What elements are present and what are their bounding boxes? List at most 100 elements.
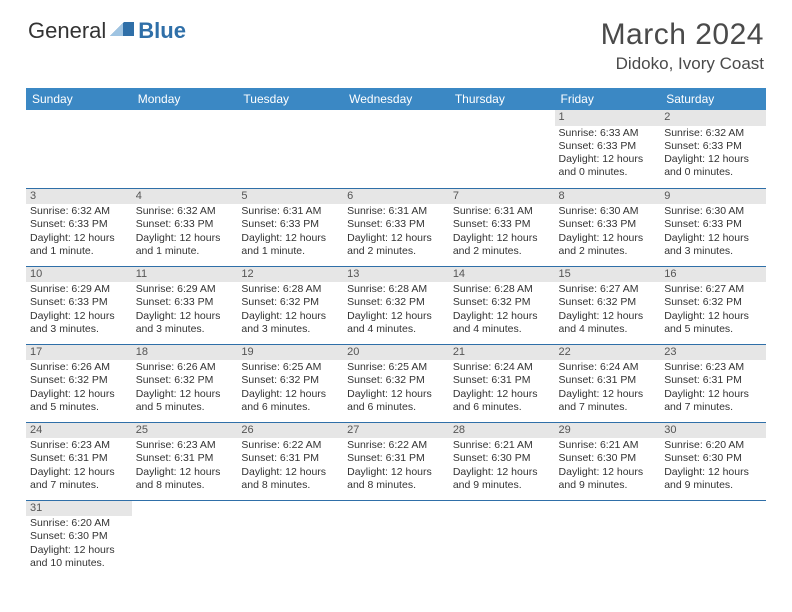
day-number: 10 [26, 267, 132, 283]
calendar-day: 9Sunrise: 6:30 AMSunset: 6:33 PMDaylight… [660, 188, 766, 266]
location: Didoko, Ivory Coast [601, 54, 764, 74]
calendar-day: 31Sunrise: 6:20 AMSunset: 6:30 PMDayligh… [26, 500, 132, 578]
day-number: 4 [132, 189, 238, 205]
calendar-day: 18Sunrise: 6:26 AMSunset: 6:32 PMDayligh… [132, 344, 238, 422]
day-number: 9 [660, 189, 766, 205]
calendar-day: 12Sunrise: 6:28 AMSunset: 6:32 PMDayligh… [237, 266, 343, 344]
weekday-header: Tuesday [237, 88, 343, 110]
day-details: Sunrise: 6:31 AMSunset: 6:33 PMDaylight:… [237, 204, 343, 260]
day-details: Sunrise: 6:26 AMSunset: 6:32 PMDaylight:… [132, 360, 238, 416]
day-number: 3 [26, 189, 132, 205]
calendar-day: 5Sunrise: 6:31 AMSunset: 6:33 PMDaylight… [237, 188, 343, 266]
calendar-row: 31Sunrise: 6:20 AMSunset: 6:30 PMDayligh… [26, 500, 766, 578]
day-number: 20 [343, 345, 449, 361]
calendar-day: 27Sunrise: 6:22 AMSunset: 6:31 PMDayligh… [343, 422, 449, 500]
day-details: Sunrise: 6:27 AMSunset: 6:32 PMDaylight:… [660, 282, 766, 338]
calendar-day: 17Sunrise: 6:26 AMSunset: 6:32 PMDayligh… [26, 344, 132, 422]
day-number: 19 [237, 345, 343, 361]
day-number: 21 [449, 345, 555, 361]
day-details: Sunrise: 6:32 AMSunset: 6:33 PMDaylight:… [26, 204, 132, 260]
calendar-day: 30Sunrise: 6:20 AMSunset: 6:30 PMDayligh… [660, 422, 766, 500]
day-number: 26 [237, 423, 343, 439]
day-number: 14 [449, 267, 555, 283]
day-number: 13 [343, 267, 449, 283]
calendar-row: 10Sunrise: 6:29 AMSunset: 6:33 PMDayligh… [26, 266, 766, 344]
day-number: 24 [26, 423, 132, 439]
calendar-empty [343, 110, 449, 188]
day-number: 1 [555, 110, 661, 126]
day-details: Sunrise: 6:24 AMSunset: 6:31 PMDaylight:… [449, 360, 555, 416]
calendar-day: 10Sunrise: 6:29 AMSunset: 6:33 PMDayligh… [26, 266, 132, 344]
calendar-day: 25Sunrise: 6:23 AMSunset: 6:31 PMDayligh… [132, 422, 238, 500]
calendar-table: SundayMondayTuesdayWednesdayThursdayFrid… [26, 88, 766, 578]
day-number: 16 [660, 267, 766, 283]
calendar-row: 3Sunrise: 6:32 AMSunset: 6:33 PMDaylight… [26, 188, 766, 266]
day-number: 23 [660, 345, 766, 361]
day-details: Sunrise: 6:25 AMSunset: 6:32 PMDaylight:… [237, 360, 343, 416]
page-title: March 2024 [601, 18, 764, 52]
brand-part2: Blue [138, 18, 186, 44]
flag-icon [110, 18, 136, 44]
day-number: 5 [237, 189, 343, 205]
day-number: 17 [26, 345, 132, 361]
weekday-header-row: SundayMondayTuesdayWednesdayThursdayFrid… [26, 88, 766, 110]
calendar-day: 22Sunrise: 6:24 AMSunset: 6:31 PMDayligh… [555, 344, 661, 422]
calendar-row: 1Sunrise: 6:33 AMSunset: 6:33 PMDaylight… [26, 110, 766, 188]
calendar-day: 11Sunrise: 6:29 AMSunset: 6:33 PMDayligh… [132, 266, 238, 344]
day-details: Sunrise: 6:21 AMSunset: 6:30 PMDaylight:… [449, 438, 555, 494]
calendar-day: 23Sunrise: 6:23 AMSunset: 6:31 PMDayligh… [660, 344, 766, 422]
day-details: Sunrise: 6:27 AMSunset: 6:32 PMDaylight:… [555, 282, 661, 338]
calendar-empty [132, 110, 238, 188]
weekday-header: Sunday [26, 88, 132, 110]
day-details: Sunrise: 6:23 AMSunset: 6:31 PMDaylight:… [132, 438, 238, 494]
calendar-day: 26Sunrise: 6:22 AMSunset: 6:31 PMDayligh… [237, 422, 343, 500]
calendar-day: 20Sunrise: 6:25 AMSunset: 6:32 PMDayligh… [343, 344, 449, 422]
weekday-header: Thursday [449, 88, 555, 110]
day-details: Sunrise: 6:22 AMSunset: 6:31 PMDaylight:… [343, 438, 449, 494]
day-number: 8 [555, 189, 661, 205]
calendar-day: 19Sunrise: 6:25 AMSunset: 6:32 PMDayligh… [237, 344, 343, 422]
day-details: Sunrise: 6:29 AMSunset: 6:33 PMDaylight:… [26, 282, 132, 338]
day-details: Sunrise: 6:28 AMSunset: 6:32 PMDaylight:… [237, 282, 343, 338]
day-details: Sunrise: 6:26 AMSunset: 6:32 PMDaylight:… [26, 360, 132, 416]
calendar-day: 24Sunrise: 6:23 AMSunset: 6:31 PMDayligh… [26, 422, 132, 500]
day-details: Sunrise: 6:29 AMSunset: 6:33 PMDaylight:… [132, 282, 238, 338]
day-number: 29 [555, 423, 661, 439]
calendar-day: 2Sunrise: 6:32 AMSunset: 6:33 PMDaylight… [660, 110, 766, 188]
weekday-header: Saturday [660, 88, 766, 110]
brand-part1: General [28, 18, 106, 44]
calendar-day: 7Sunrise: 6:31 AMSunset: 6:33 PMDaylight… [449, 188, 555, 266]
day-details: Sunrise: 6:22 AMSunset: 6:31 PMDaylight:… [237, 438, 343, 494]
day-details: Sunrise: 6:31 AMSunset: 6:33 PMDaylight:… [343, 204, 449, 260]
calendar-day: 15Sunrise: 6:27 AMSunset: 6:32 PMDayligh… [555, 266, 661, 344]
calendar-empty [449, 110, 555, 188]
calendar-empty [660, 500, 766, 578]
day-number: 18 [132, 345, 238, 361]
day-number: 31 [26, 501, 132, 517]
day-details: Sunrise: 6:20 AMSunset: 6:30 PMDaylight:… [660, 438, 766, 494]
weekday-header: Friday [555, 88, 661, 110]
day-details: Sunrise: 6:32 AMSunset: 6:33 PMDaylight:… [132, 204, 238, 260]
calendar-empty [555, 500, 661, 578]
calendar-day: 16Sunrise: 6:27 AMSunset: 6:32 PMDayligh… [660, 266, 766, 344]
calendar-day: 3Sunrise: 6:32 AMSunset: 6:33 PMDaylight… [26, 188, 132, 266]
day-details: Sunrise: 6:24 AMSunset: 6:31 PMDaylight:… [555, 360, 661, 416]
calendar-day: 1Sunrise: 6:33 AMSunset: 6:33 PMDaylight… [555, 110, 661, 188]
day-number: 12 [237, 267, 343, 283]
day-number: 11 [132, 267, 238, 283]
day-number: 30 [660, 423, 766, 439]
day-number: 6 [343, 189, 449, 205]
calendar-day: 13Sunrise: 6:28 AMSunset: 6:32 PMDayligh… [343, 266, 449, 344]
day-details: Sunrise: 6:30 AMSunset: 6:33 PMDaylight:… [555, 204, 661, 260]
calendar-row: 17Sunrise: 6:26 AMSunset: 6:32 PMDayligh… [26, 344, 766, 422]
day-number: 2 [660, 110, 766, 126]
day-number: 22 [555, 345, 661, 361]
calendar-empty [343, 500, 449, 578]
calendar-empty [237, 110, 343, 188]
day-details: Sunrise: 6:28 AMSunset: 6:32 PMDaylight:… [449, 282, 555, 338]
calendar-empty [449, 500, 555, 578]
day-details: Sunrise: 6:32 AMSunset: 6:33 PMDaylight:… [660, 126, 766, 182]
day-number: 27 [343, 423, 449, 439]
calendar-day: 6Sunrise: 6:31 AMSunset: 6:33 PMDaylight… [343, 188, 449, 266]
calendar-day: 21Sunrise: 6:24 AMSunset: 6:31 PMDayligh… [449, 344, 555, 422]
